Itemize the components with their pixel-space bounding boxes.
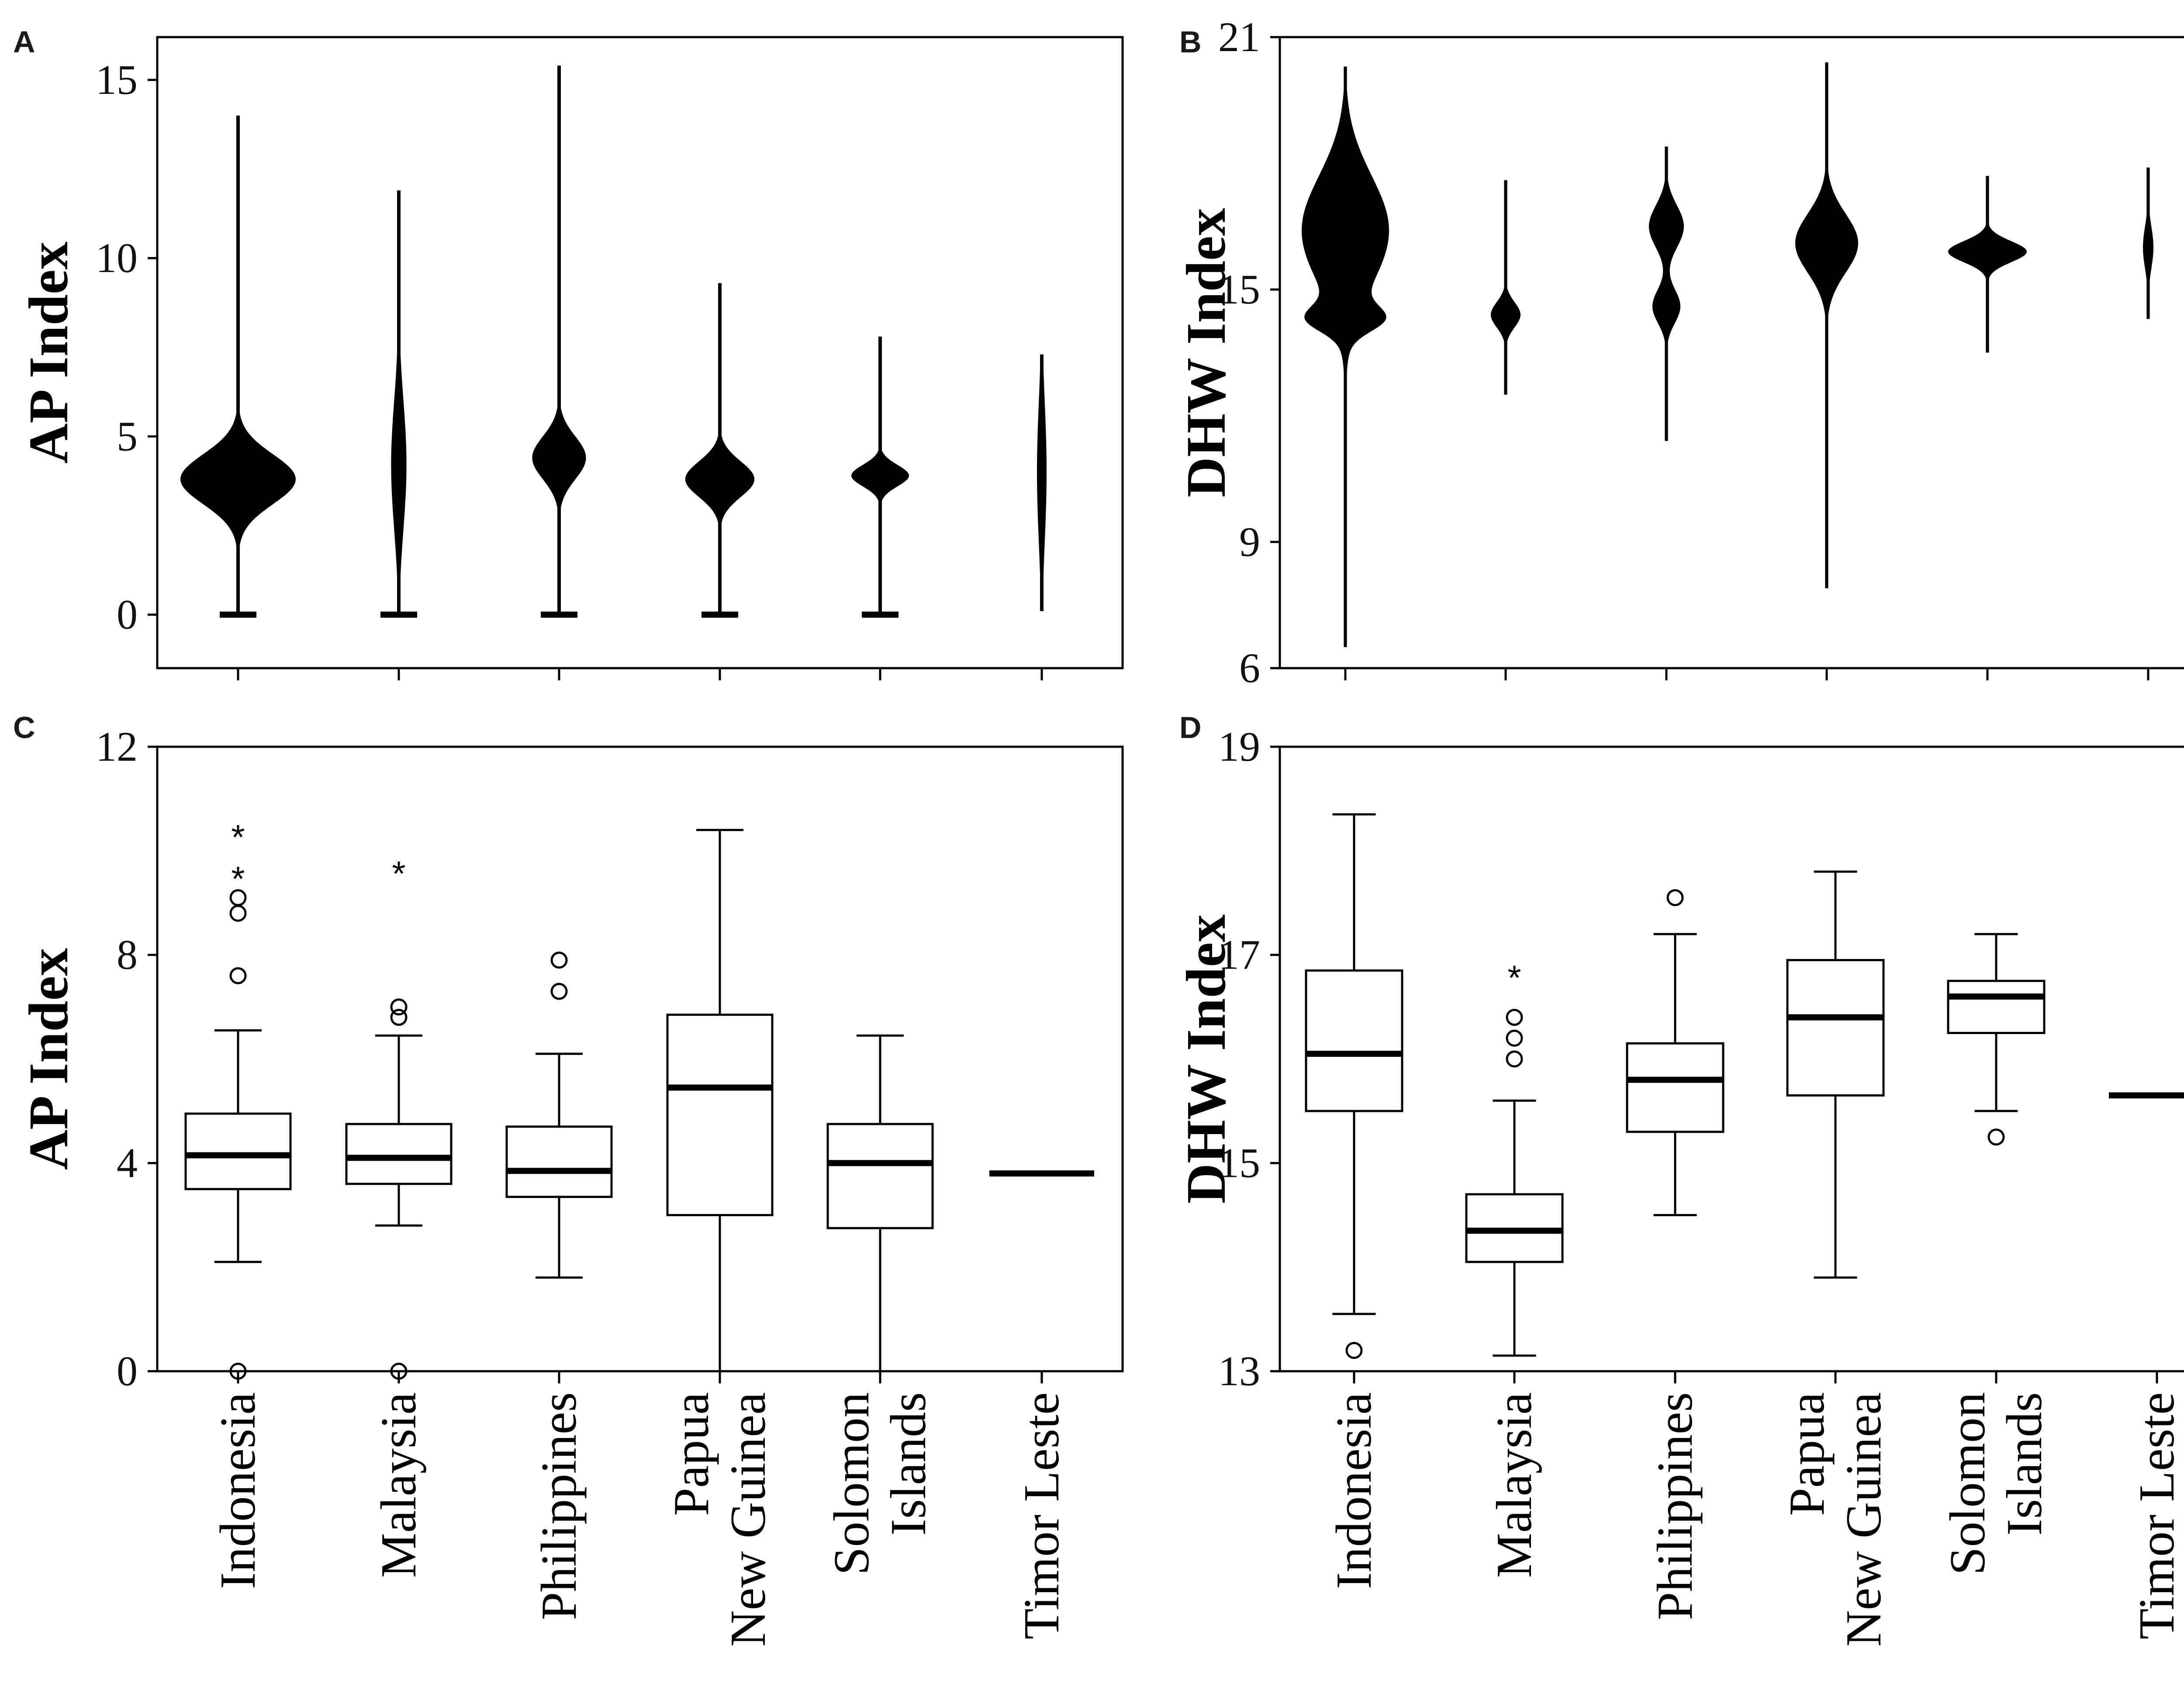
y-tick-label: 17 (1218, 931, 1260, 978)
category-label: Malaysia (371, 1392, 427, 1578)
y-tick-label: 8 (117, 931, 138, 978)
y-axis-title: DHW Index (1175, 914, 1237, 1204)
outlier-point (390, 998, 408, 1016)
outlier-point (1506, 1009, 1523, 1026)
box-indonesia (1305, 969, 1403, 1112)
outlier-point (1345, 1342, 1363, 1359)
panel-letter: B (1179, 25, 1202, 59)
extreme-marker: * (231, 859, 245, 898)
box-malaysia (345, 1123, 453, 1185)
outlier-point (1506, 1029, 1523, 1047)
category-label: Islands (1997, 1392, 2053, 1536)
box-papua-new-guinea (666, 1014, 774, 1216)
violin-solomon-islands (851, 336, 909, 615)
box-papua-new-guinea (1786, 959, 1885, 1097)
violin-malaysia (1491, 180, 1521, 395)
plot-frame (156, 36, 1124, 669)
box-philippines (1626, 1042, 1724, 1133)
y-tick-label: 6 (1239, 645, 1260, 691)
y-tick-label: 15 (1218, 1139, 1260, 1186)
y-tick-label: 10 (96, 235, 138, 281)
category-label: Indonesia (1326, 1392, 1382, 1589)
extreme-marker: * (392, 854, 405, 893)
category-label: Timor Leste (2129, 1392, 2184, 1639)
y-axis-title: AP Index (17, 241, 79, 464)
y-tick-label: 0 (117, 1348, 138, 1394)
y-tick-label: 9 (1239, 518, 1260, 565)
category-label: Timor Leste (1014, 1392, 1070, 1639)
box-philippines (505, 1125, 613, 1198)
outlier-point (390, 1009, 408, 1026)
outlier-point (1506, 1050, 1523, 1068)
outlier-point (1987, 1128, 2005, 1146)
violin-papua-new-guinea (1795, 62, 1858, 588)
y-tick-label: 15 (96, 56, 138, 103)
category-label: Papua (1779, 1392, 1835, 1516)
panel-b: B 6 9 15 21 DHW Index (1175, 14, 2184, 691)
y-tick-label: 19 (1218, 723, 1260, 770)
category-label: New Guinea (1836, 1392, 1892, 1647)
box-solomon-islands (1947, 980, 2046, 1034)
panel-letter: C (13, 710, 35, 745)
outlier-point (229, 967, 247, 984)
outlier-point (550, 983, 568, 1000)
violin-indonesia (1302, 66, 1389, 647)
box-solomon-islands (826, 1123, 934, 1229)
extreme-marker: * (231, 818, 245, 857)
extreme-marker: * (1507, 958, 1521, 997)
panel-letter: D (1179, 710, 1202, 745)
y-tick-label: 21 (1218, 14, 1260, 60)
plot-frame (1279, 36, 2184, 669)
violin-malaysia (391, 190, 407, 615)
outlier-point (229, 904, 247, 922)
violin-papua-new-guinea (685, 283, 755, 615)
violin-philippines (1649, 146, 1684, 441)
category-label: Philippines (1647, 1392, 1703, 1620)
outlier-point (1666, 889, 1684, 907)
y-tick-label: 12 (96, 723, 138, 770)
violin-indonesia (180, 115, 296, 615)
outlier-point (229, 1362, 247, 1380)
category-label: Solomon (824, 1392, 880, 1575)
y-axis-title: DHW Index (1175, 208, 1237, 497)
violin-solomon-islands (1948, 176, 2027, 353)
outlier-point (390, 1362, 408, 1380)
panel-d: D 13 15 17 19 DHW Index * Indonesia Malaysia Phil… (1175, 710, 2184, 1647)
y-tick-label: 5 (117, 413, 138, 459)
category-label: Papua (663, 1392, 719, 1516)
violin-timor-leste (2143, 167, 2153, 319)
y-axis-title: AP Index (17, 948, 79, 1170)
panel-letter: A (13, 25, 35, 59)
y-tick-label: 4 (117, 1139, 138, 1186)
violin-timor-leste (1037, 354, 1047, 611)
box-indonesia (184, 1112, 292, 1190)
category-label: New Guinea (720, 1392, 776, 1647)
y-tick-label: 0 (117, 591, 138, 638)
outlier-point (229, 889, 247, 907)
plot-frame (156, 745, 1124, 1373)
outlier-point (550, 952, 568, 969)
category-label: Solomon (1940, 1392, 1996, 1575)
category-label: Philippines (531, 1392, 587, 1620)
plot-frame (1279, 745, 2184, 1373)
y-tick-label: 15 (1218, 266, 1260, 313)
category-label: Islands (881, 1392, 936, 1536)
y-tick-label: 13 (1218, 1348, 1260, 1394)
category-label: Indonesia (210, 1392, 266, 1589)
category-label: Malaysia (1486, 1392, 1542, 1578)
panel-a: A 0 5 10 15 AP Index (13, 25, 1124, 680)
violin-philippines (532, 66, 586, 615)
